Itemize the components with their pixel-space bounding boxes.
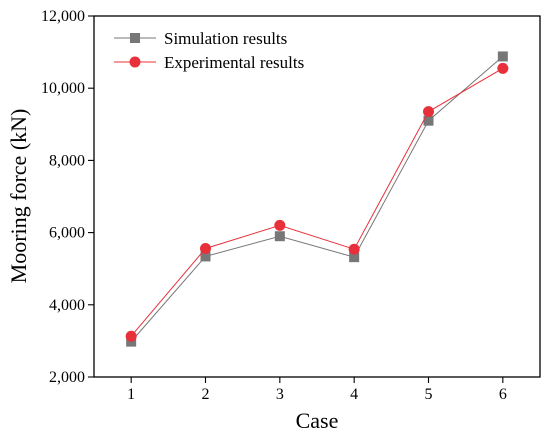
- x-tick-label: 6: [499, 386, 507, 403]
- y-tick-label: 10,000: [41, 80, 85, 97]
- plot-frame: [93, 15, 541, 378]
- legend-marker-experimental: [129, 56, 141, 68]
- data-point-simulation: [349, 252, 360, 263]
- plot-layer: [125, 51, 509, 347]
- series-line-experimental: [130, 67, 504, 337]
- data-point-experimental: [348, 243, 360, 255]
- x-axis-title: Case: [296, 408, 339, 433]
- data-point-experimental: [274, 219, 286, 231]
- y-axis-ticks: 2,000 4,000 6,000 8,000 10,000 12,000: [41, 8, 94, 386]
- legend-label-simulation: Simulation results: [164, 29, 287, 48]
- legend-label-experimental: Experimental results: [164, 53, 304, 72]
- data-point-simulation: [200, 251, 211, 262]
- x-tick-label: 5: [425, 386, 433, 403]
- data-point-experimental: [497, 62, 509, 74]
- y-tick-label: 4,000: [49, 297, 85, 314]
- data-point-experimental: [423, 106, 434, 118]
- y-tick-label: 8,000: [49, 152, 85, 169]
- x-tick-label: 3: [276, 386, 284, 403]
- y-tick-label: 12,000: [41, 8, 85, 25]
- y-tick-label: 2,000: [49, 369, 85, 386]
- data-point-simulation: [497, 51, 508, 62]
- series-line-simulation: [130, 56, 504, 342]
- y-axis-title: Mooring force (kN): [6, 109, 31, 284]
- x-tick-label: 1: [127, 386, 135, 403]
- x-axis-ticks: 1 2 3 4 5 6: [127, 377, 507, 403]
- data-point-experimental: [125, 330, 137, 342]
- data-point-simulation: [274, 231, 285, 242]
- x-tick-label: 4: [350, 386, 358, 403]
- data-point-simulation: [423, 115, 434, 126]
- data-point-experimental: [200, 242, 211, 254]
- legend: Simulation results Experimental results: [114, 29, 304, 72]
- legend-marker-simulation: [130, 33, 140, 43]
- y-tick-label: 6,000: [49, 225, 85, 242]
- x-tick-label: 2: [202, 386, 210, 403]
